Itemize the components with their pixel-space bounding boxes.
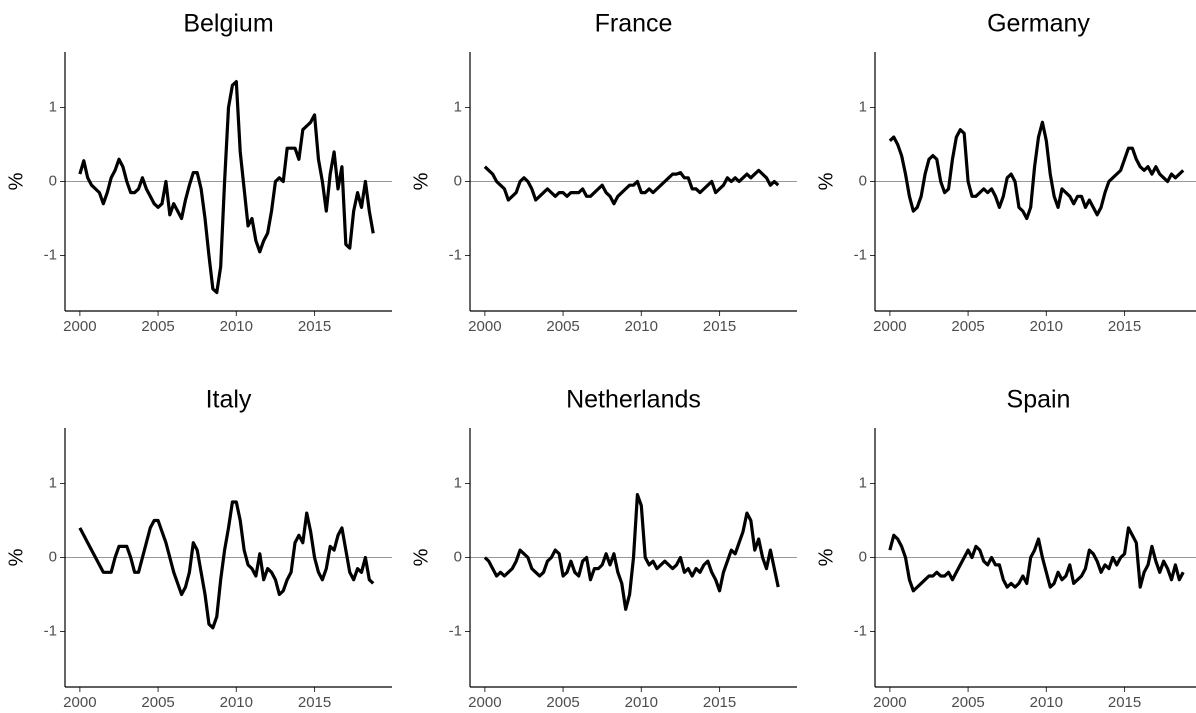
y-axis-label: % xyxy=(410,548,432,566)
panel-title: Italy xyxy=(206,386,252,414)
y-tick-label: 1 xyxy=(859,474,867,491)
y-tick-label: -1 xyxy=(854,246,867,263)
y-tick-label: -1 xyxy=(44,622,57,639)
y-tick-label: 1 xyxy=(859,98,867,115)
y-tick-label: 0 xyxy=(49,548,57,565)
x-tick-label: 2005 xyxy=(951,318,984,335)
y-tick-label: -1 xyxy=(44,246,57,263)
y-tick-label: 1 xyxy=(454,474,462,491)
x-tick-label: 2015 xyxy=(298,694,331,711)
y-tick-label: 1 xyxy=(49,474,57,491)
x-tick-label: 2000 xyxy=(468,694,501,711)
series-line xyxy=(483,165,780,206)
panel-title: Spain xyxy=(1007,386,1071,414)
y-tick-label: 0 xyxy=(859,548,867,565)
x-tick-label: 2005 xyxy=(546,318,579,335)
x-tick-label: 2015 xyxy=(1108,694,1141,711)
series-line xyxy=(78,80,375,295)
x-tick-label: 2005 xyxy=(141,694,174,711)
y-tick-label: 1 xyxy=(454,98,462,115)
series-line xyxy=(483,493,780,611)
x-tick-label: 2010 xyxy=(220,318,253,335)
panel-title: Netherlands xyxy=(566,386,701,414)
y-tick-label: -1 xyxy=(449,622,462,639)
panel-title: Belgium xyxy=(183,10,273,38)
y-tick-label: -1 xyxy=(449,246,462,263)
x-tick-label: 2000 xyxy=(873,694,906,711)
y-axis-label: % xyxy=(815,548,837,566)
x-tick-label: 2015 xyxy=(1108,318,1141,335)
x-tick-label: 2010 xyxy=(1030,694,1063,711)
x-tick-label: 2010 xyxy=(1030,318,1063,335)
panel-title: France xyxy=(595,10,673,38)
y-axis-label: % xyxy=(5,548,27,566)
y-tick-label: 0 xyxy=(49,172,57,189)
x-tick-label: 2010 xyxy=(220,694,253,711)
x-tick-label: 2000 xyxy=(63,318,96,335)
y-axis-label: % xyxy=(5,172,27,190)
y-tick-label: -1 xyxy=(854,622,867,639)
y-tick-label: 0 xyxy=(859,172,867,189)
x-tick-label: 2005 xyxy=(951,694,984,711)
x-tick-label: 2000 xyxy=(468,318,501,335)
x-tick-label: 2015 xyxy=(703,694,736,711)
panel-title: Germany xyxy=(987,10,1090,38)
y-axis-label: % xyxy=(410,172,432,190)
x-tick-label: 2015 xyxy=(703,318,736,335)
x-tick-label: 2005 xyxy=(546,694,579,711)
x-tick-label: 2010 xyxy=(625,694,658,711)
series-line xyxy=(888,526,1185,593)
y-tick-label: 1 xyxy=(49,98,57,115)
y-tick-label: 0 xyxy=(454,548,462,565)
y-axis-label: % xyxy=(815,172,837,190)
series-line xyxy=(78,500,375,630)
series-line xyxy=(888,120,1185,221)
x-tick-label: 2000 xyxy=(63,694,96,711)
x-tick-label: 2015 xyxy=(298,318,331,335)
x-tick-label: 2000 xyxy=(873,318,906,335)
x-tick-label: 2010 xyxy=(625,318,658,335)
y-tick-label: 0 xyxy=(454,172,462,189)
x-tick-label: 2005 xyxy=(141,318,174,335)
